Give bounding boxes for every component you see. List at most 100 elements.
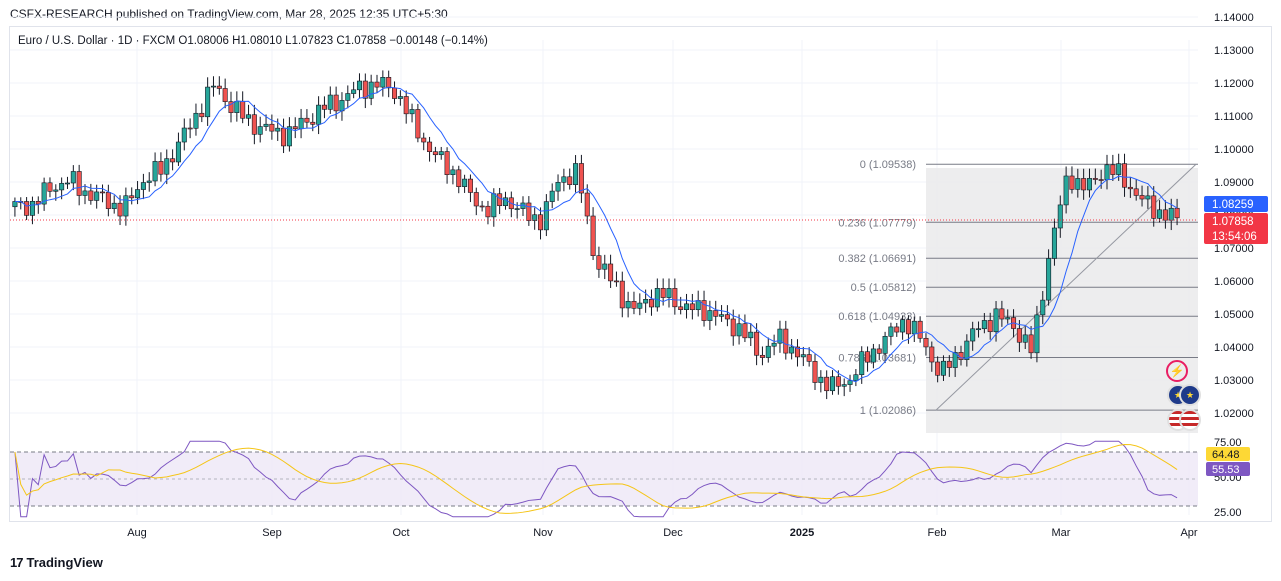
candle-up xyxy=(981,320,987,330)
candle-down xyxy=(467,178,473,193)
candle-up xyxy=(345,93,351,101)
time-axis: Aug Sep Oct Nov Dec 2025 Feb Mar Apr xyxy=(127,527,1198,539)
current-price-label: 1.07858 xyxy=(1212,216,1254,228)
candle-down xyxy=(935,361,941,376)
candle-up xyxy=(82,190,88,196)
candle-up xyxy=(800,354,806,358)
candle-down xyxy=(1081,178,1087,191)
candle-down xyxy=(1028,334,1034,354)
candle-up xyxy=(882,336,888,354)
candle-down xyxy=(456,169,462,187)
candle-up xyxy=(1022,334,1028,343)
candle-down xyxy=(835,376,841,387)
candle-up xyxy=(1086,178,1092,191)
candle-up xyxy=(450,169,456,175)
candle-up xyxy=(1034,314,1040,354)
candle-up xyxy=(1063,175,1069,206)
candle-down xyxy=(479,205,485,208)
candle-up xyxy=(964,340,970,360)
candle-up xyxy=(94,191,100,201)
candle-up xyxy=(368,81,374,99)
candle-up xyxy=(771,342,777,347)
candle-down xyxy=(251,114,257,135)
candle-down xyxy=(100,191,106,194)
candle-down xyxy=(1122,163,1128,188)
candle-up xyxy=(70,171,76,184)
price-tick-label: 1.06000 xyxy=(1214,276,1254,288)
candle-down xyxy=(783,328,789,354)
candle-up xyxy=(1005,317,1011,320)
time-tick-label: Sep xyxy=(262,527,282,539)
candle-down xyxy=(672,288,678,308)
candle-down xyxy=(485,205,491,218)
candle-down xyxy=(590,215,596,256)
candle-down xyxy=(701,300,707,321)
candle-down xyxy=(292,126,298,130)
candle-up xyxy=(263,123,269,127)
candle-down xyxy=(321,104,327,110)
candle-up xyxy=(911,320,917,335)
candle-down xyxy=(1098,179,1104,181)
candle-up xyxy=(777,328,783,344)
candle-down xyxy=(386,77,392,89)
rsi-value-label: 55.53 xyxy=(1212,464,1240,476)
tradingview-logo[interactable]: 17 TradingView xyxy=(10,555,103,570)
candle-up xyxy=(438,151,444,156)
candle-down xyxy=(427,141,433,152)
candle-up xyxy=(940,360,946,376)
price-tick-label: 1.13000 xyxy=(1214,45,1254,57)
candle-down xyxy=(362,80,368,99)
candle-up xyxy=(462,178,468,187)
lightning-icon[interactable]: ⚡ xyxy=(1166,360,1188,382)
candle-down xyxy=(88,190,94,201)
candle-up xyxy=(549,190,555,202)
price-tick-label: 1.02000 xyxy=(1214,408,1254,420)
rsi-ma-value-label: 64.48 xyxy=(1212,449,1240,461)
candle-up xyxy=(1145,195,1151,200)
rsi-ma-value-badge xyxy=(1206,447,1250,461)
candle-down xyxy=(1069,175,1075,190)
candle-down xyxy=(613,280,619,283)
candle-up xyxy=(286,126,292,147)
us-flag-icon-secondary[interactable] xyxy=(1179,409,1201,431)
price-tick-label: 1.05000 xyxy=(1214,309,1254,321)
candle-up xyxy=(1051,227,1057,259)
price-tick-label: 1.07000 xyxy=(1214,243,1254,255)
fib-level-label: 0 (1.09538) xyxy=(860,159,916,171)
candle-down xyxy=(905,319,911,335)
time-tick-label: Dec xyxy=(663,527,683,539)
price-tick-label: 1.14000 xyxy=(1214,12,1254,24)
candle-down xyxy=(216,85,222,89)
candle-down xyxy=(608,263,614,282)
candle-up xyxy=(64,182,70,185)
candle-down xyxy=(660,288,666,298)
candle-down xyxy=(76,171,82,196)
candle-up xyxy=(952,352,958,368)
candle-down xyxy=(497,193,503,207)
countdown-label: 13:54:06 xyxy=(1212,231,1257,243)
ma-value-label: 1.08259 xyxy=(1212,199,1254,211)
candle-down xyxy=(199,112,205,118)
candle-up xyxy=(135,189,141,199)
candle-down xyxy=(432,151,438,156)
candle-down xyxy=(526,202,532,221)
candle-up xyxy=(380,77,386,88)
candle-up xyxy=(707,310,713,321)
candle-down xyxy=(310,121,316,125)
candle-up xyxy=(532,214,538,221)
price-tick-label: 1.03000 xyxy=(1214,375,1254,387)
tradingview-brand: TradingView xyxy=(26,555,103,570)
eu-flag-icon-secondary[interactable]: ★ xyxy=(1179,384,1201,406)
candle-up xyxy=(543,201,549,231)
candle-down xyxy=(946,360,952,368)
price-tick-label: 1.12000 xyxy=(1214,78,1254,90)
time-tick-label: Feb xyxy=(928,527,947,539)
candle-up xyxy=(976,328,982,331)
candle-down xyxy=(304,117,310,123)
candle-up xyxy=(1040,299,1046,316)
candle-down xyxy=(1127,186,1133,190)
candle-down xyxy=(876,348,882,354)
candle-up xyxy=(765,345,771,358)
